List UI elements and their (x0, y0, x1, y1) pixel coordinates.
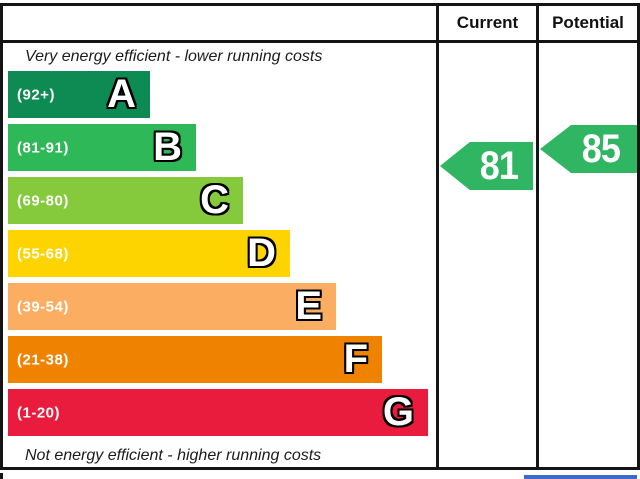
band-d: (55-68) D (8, 230, 290, 277)
band-range-label: (55-68) (17, 245, 69, 262)
header-separator (3, 40, 637, 43)
band-letter: A (107, 71, 136, 116)
potential-column-header: Potential (552, 13, 624, 32)
column-divider-current (436, 6, 439, 467)
next-section-border-partial (524, 475, 637, 479)
band-range-label: (69-80) (17, 192, 69, 209)
band-letter: B (153, 124, 182, 169)
band-range-label: (39-54) (17, 298, 69, 315)
potential-rating-arrow: 85 (540, 125, 637, 173)
column-divider-potential (536, 6, 539, 467)
band-letter: E (295, 283, 322, 328)
current-rating-arrow: 81 (440, 142, 533, 190)
band-letter: F (343, 336, 368, 381)
band-letter: C (200, 177, 229, 222)
next-table-border-stub (0, 473, 3, 479)
rating-table: Current Potential Very energy efficient … (0, 3, 640, 470)
band-f: (21-38) F (8, 336, 382, 383)
band-e: (39-54) E (8, 283, 336, 330)
band-b: (81-91) B (8, 124, 196, 171)
band-letter: D (247, 230, 276, 275)
current-rating-value: 81 (479, 144, 519, 188)
band-letter: G (382, 389, 414, 434)
band-range-label: (21-38) (17, 351, 69, 368)
band-g: (1-20) G (8, 389, 428, 436)
top-caption: Very energy efficient - lower running co… (25, 48, 323, 65)
band-range-label: (92+) (17, 86, 55, 103)
band-range-label: (81-91) (17, 139, 69, 156)
potential-rating-value: 85 (581, 127, 621, 171)
band-a: (92+) A (8, 71, 150, 118)
band-range-label: (1-20) (17, 404, 61, 421)
bottom-caption: Not energy efficient - higher running co… (25, 447, 322, 464)
band-c: (69-80) C (8, 177, 243, 224)
current-column-header: Current (456, 13, 519, 32)
